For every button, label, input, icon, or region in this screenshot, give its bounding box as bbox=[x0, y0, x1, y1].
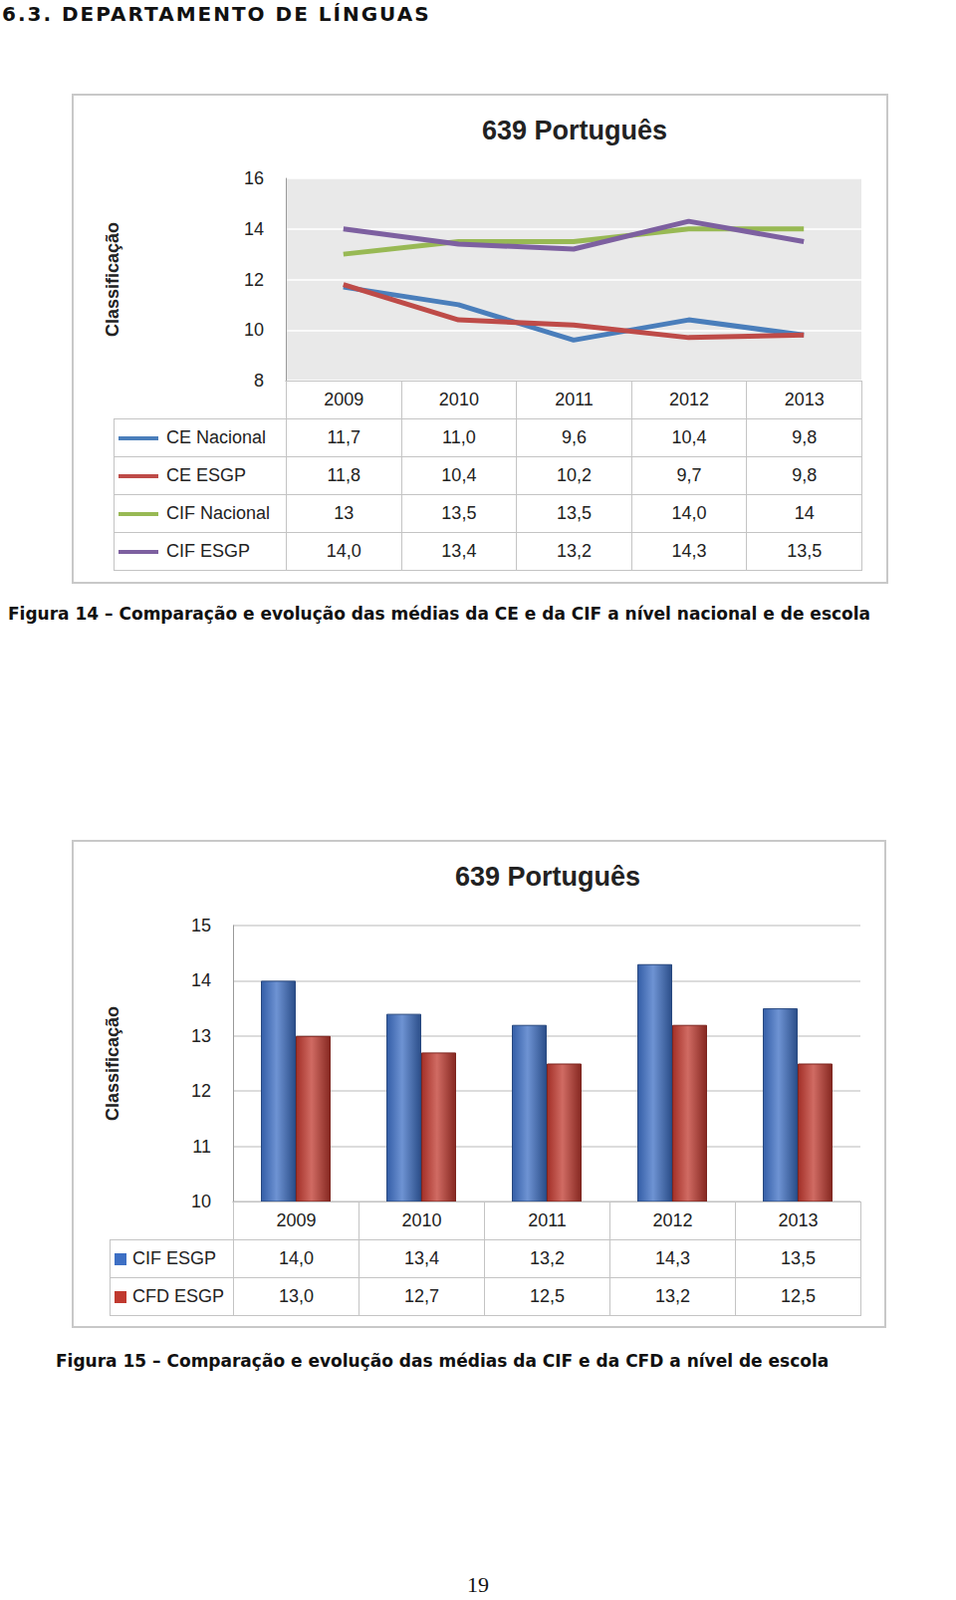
svg-text:14: 14 bbox=[243, 219, 264, 239]
html-text:14: 14 bbox=[794, 502, 815, 523]
html-text:13,5: 13,5 bbox=[441, 502, 477, 523]
html-text:9,6: 9,6 bbox=[561, 427, 587, 448]
html-text:Figura 14 – Comparação e evolu: Figura 14 – Comparação e evolução das mé… bbox=[7, 603, 871, 624]
html-text:14,0: 14,0 bbox=[671, 502, 707, 523]
svg-text:13: 13 bbox=[191, 1025, 212, 1046]
svg-text:10: 10 bbox=[191, 1191, 212, 1211]
html-text:2012: 2012 bbox=[652, 1209, 693, 1230]
svg-text:8: 8 bbox=[253, 370, 264, 391]
svg-text:11: 11 bbox=[192, 1136, 212, 1157]
html-text:13,4: 13,4 bbox=[441, 540, 477, 561]
html-text:13,2: 13,2 bbox=[529, 1247, 565, 1268]
html-text:14,3: 14,3 bbox=[655, 1247, 691, 1268]
html-text:12,5: 12,5 bbox=[529, 1285, 565, 1306]
html-text:12,5: 12,5 bbox=[780, 1285, 816, 1306]
html-text:CFD ESGP: CFD ESGP bbox=[132, 1285, 225, 1306]
html-text:9,8: 9,8 bbox=[791, 427, 817, 448]
svg-text:15: 15 bbox=[191, 915, 212, 936]
html-text:CIF ESGP: CIF ESGP bbox=[132, 1247, 217, 1268]
html-text:9,7: 9,7 bbox=[676, 465, 702, 485]
html-text:2009: 2009 bbox=[276, 1209, 317, 1230]
html-text:19: 19 bbox=[467, 1571, 489, 1597]
html-text:CIF ESGP: CIF ESGP bbox=[166, 540, 250, 561]
html-text:10,4: 10,4 bbox=[441, 465, 477, 485]
svg-text:Classificação: Classificação bbox=[102, 222, 123, 337]
html-text:11,8: 11,8 bbox=[327, 465, 361, 485]
html-text:9,8: 9,8 bbox=[791, 465, 817, 485]
svg-text:639 Português: 639 Português bbox=[481, 115, 668, 146]
html-text:13,5: 13,5 bbox=[556, 502, 592, 523]
html-text:13,5: 13,5 bbox=[780, 1247, 816, 1268]
html-text:CIF Nacional: CIF Nacional bbox=[166, 502, 270, 523]
html-text:2013: 2013 bbox=[778, 1209, 819, 1230]
svg-text:12: 12 bbox=[191, 1080, 212, 1101]
html-text:CE Nacional: CE Nacional bbox=[166, 427, 266, 448]
html-text:13,0: 13,0 bbox=[278, 1285, 314, 1306]
html-text:14,0: 14,0 bbox=[278, 1247, 314, 1268]
html-text:13,2: 13,2 bbox=[556, 540, 592, 561]
html-text:2010: 2010 bbox=[401, 1209, 442, 1230]
html-text:13,4: 13,4 bbox=[404, 1247, 440, 1268]
svg-text:14: 14 bbox=[191, 969, 212, 990]
html-text:2011: 2011 bbox=[527, 1209, 567, 1230]
html-text:2009: 2009 bbox=[323, 389, 364, 410]
svg-text:10: 10 bbox=[243, 319, 264, 340]
html-text:14,0: 14,0 bbox=[326, 540, 362, 561]
html-text:2011: 2011 bbox=[554, 389, 594, 410]
html-text:11,7: 11,7 bbox=[327, 427, 361, 448]
html-text:2013: 2013 bbox=[784, 389, 825, 410]
html-text:13: 13 bbox=[333, 502, 354, 523]
html-text:2010: 2010 bbox=[439, 389, 479, 410]
svg-text:12: 12 bbox=[243, 269, 264, 290]
html-text:2012: 2012 bbox=[669, 389, 710, 410]
html-text:12,7: 12,7 bbox=[404, 1285, 440, 1306]
html-text:CE ESGP: CE ESGP bbox=[166, 465, 246, 485]
html-text:13,5: 13,5 bbox=[786, 540, 822, 561]
html-text:6.3. DEPARTAMENTO DE LÍNGUAS: 6.3. DEPARTAMENTO DE LÍNGUAS bbox=[1, 1, 431, 26]
html-text:14,3: 14,3 bbox=[671, 540, 707, 561]
svg-text:Classificação: Classificação bbox=[102, 1005, 123, 1121]
html-text:11,0: 11,0 bbox=[442, 427, 476, 448]
html-text:10,4: 10,4 bbox=[671, 427, 707, 448]
html-text:13,2: 13,2 bbox=[655, 1285, 691, 1306]
html-text:10,2: 10,2 bbox=[556, 465, 592, 485]
html-text:Figura 15 – Comparação e evolu: Figura 15 – Comparação e evolução das mé… bbox=[55, 1350, 829, 1371]
svg-text:639 Português: 639 Português bbox=[455, 861, 641, 892]
svg-text:16: 16 bbox=[243, 168, 264, 189]
